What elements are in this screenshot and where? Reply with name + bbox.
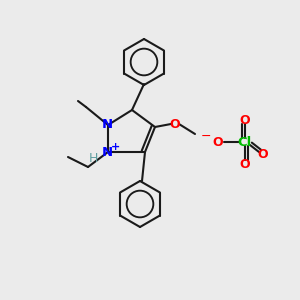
Text: O: O: [170, 118, 180, 130]
Text: O: O: [240, 113, 250, 127]
Text: H: H: [88, 152, 98, 164]
Text: Cl: Cl: [238, 136, 252, 148]
Text: N: N: [101, 146, 112, 158]
Text: O: O: [213, 136, 223, 148]
Text: O: O: [240, 158, 250, 170]
Text: O: O: [258, 148, 268, 161]
Text: N: N: [101, 118, 112, 131]
Text: −: −: [201, 130, 211, 142]
Text: +: +: [111, 142, 121, 152]
